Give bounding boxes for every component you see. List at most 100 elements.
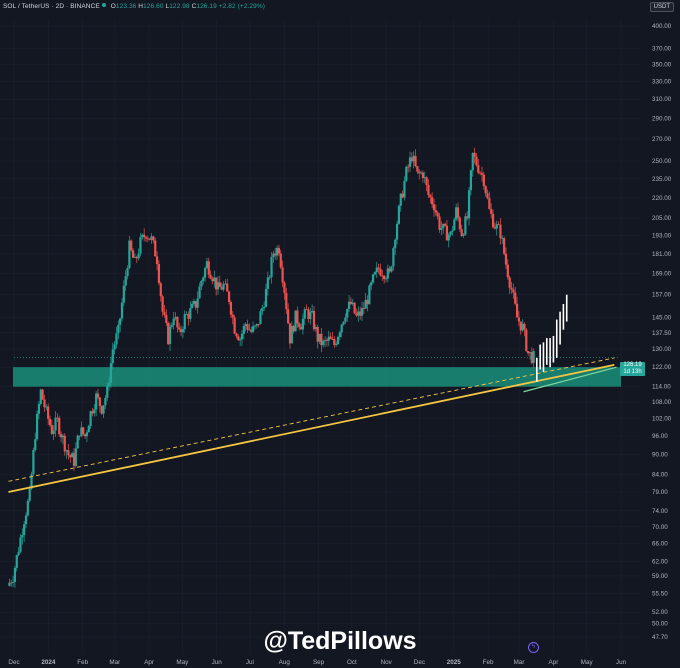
candle-body xyxy=(370,282,373,286)
candle-body xyxy=(135,256,138,259)
candle-body xyxy=(146,238,149,240)
y-tick-label: 370.00 xyxy=(652,45,672,52)
projected-bar xyxy=(555,319,558,358)
price-axis[interactable]: 400.00 370.00 350.00 330.00 310.00 290.00 270.… xyxy=(652,23,672,641)
candle-body xyxy=(122,285,125,303)
candle-body xyxy=(456,207,460,218)
candle-body xyxy=(407,166,410,168)
candle-body xyxy=(148,238,151,240)
candle-body xyxy=(100,406,103,414)
candle-body xyxy=(346,308,349,318)
change-value: +2.82 (+2.29%) xyxy=(218,3,265,10)
candle-body xyxy=(333,339,336,345)
candle-body xyxy=(305,309,308,311)
projected-bars xyxy=(536,294,568,382)
candle-body xyxy=(30,474,33,489)
candle-body xyxy=(368,285,371,305)
projected-bar xyxy=(542,342,545,372)
candle-body xyxy=(340,324,343,333)
candle-body xyxy=(442,223,445,229)
candle-body xyxy=(124,276,127,286)
candle-body xyxy=(514,292,517,304)
candle-body xyxy=(13,567,17,583)
candle-body xyxy=(429,195,432,198)
candle-body xyxy=(71,453,74,458)
candle-body xyxy=(45,406,48,408)
candle-body xyxy=(436,212,439,217)
candle-body xyxy=(207,261,210,275)
candle-body xyxy=(244,324,247,326)
candle-body xyxy=(202,277,205,281)
candle-body xyxy=(8,582,11,586)
candle-body xyxy=(274,253,277,256)
candle-body xyxy=(113,344,116,350)
candle-body xyxy=(161,296,164,312)
candle-body xyxy=(471,152,474,171)
candle-body xyxy=(432,204,436,211)
candle-body xyxy=(165,314,168,323)
candle-body xyxy=(272,253,275,258)
candle-body xyxy=(499,224,502,239)
candle-body xyxy=(449,231,452,235)
candle-body xyxy=(154,240,157,257)
candle-body xyxy=(412,155,415,162)
candle-body xyxy=(141,234,144,238)
candle-body xyxy=(115,333,118,345)
candle-body xyxy=(357,311,360,316)
candle-body xyxy=(58,417,61,435)
candle-body xyxy=(93,409,96,414)
candle-body xyxy=(360,308,364,316)
y-tick-label: 137.50 xyxy=(652,330,672,337)
candle-body xyxy=(484,185,487,194)
candle-body xyxy=(192,301,196,304)
y-tick-label: 145.00 xyxy=(652,315,672,322)
x-tick-label: May xyxy=(176,659,189,666)
candle-body xyxy=(527,351,530,354)
candle-body xyxy=(395,223,399,240)
candle-body xyxy=(26,500,29,516)
candle-body xyxy=(521,323,524,331)
candle-body xyxy=(335,343,338,345)
time-axis[interactable]: Dec 2024 Feb Mar Apr May Jun Jul Aug Sep Oct Nov Dec… xyxy=(8,659,626,666)
candle-body xyxy=(419,172,423,174)
candle-body xyxy=(281,267,284,283)
candle-body xyxy=(183,314,186,330)
candle-body xyxy=(303,309,306,319)
candle-body xyxy=(285,292,288,310)
candle-body xyxy=(279,253,282,268)
candle-body xyxy=(451,230,454,232)
candle-body xyxy=(320,333,323,346)
currency-badge[interactable]: USDT xyxy=(649,2,674,12)
candle-body xyxy=(98,397,101,407)
candle-body xyxy=(74,448,77,467)
candle-body xyxy=(239,339,242,341)
x-tick-label: Dec xyxy=(8,659,19,666)
candle-body xyxy=(253,325,257,327)
y-tick-label: 270.00 xyxy=(652,136,672,143)
candle-body xyxy=(440,228,443,230)
candle-body xyxy=(150,236,153,240)
x-tick-label: Apr xyxy=(144,659,154,666)
candle-body xyxy=(233,317,236,334)
low-value: 122.98 xyxy=(169,3,190,10)
candle-body xyxy=(43,399,46,408)
open-value: 123.36 xyxy=(115,3,137,10)
candle-body xyxy=(309,311,312,319)
candle-body xyxy=(296,310,299,324)
candle-body xyxy=(530,352,533,363)
y-tick-label: 400.00 xyxy=(652,23,672,30)
candle-body xyxy=(34,439,37,451)
candle-body xyxy=(359,311,362,316)
candle-body xyxy=(216,282,220,290)
candle-body xyxy=(418,171,421,174)
y-tick-label: 47.70 xyxy=(652,634,668,641)
y-tick-label: 220.00 xyxy=(652,195,672,202)
status-dot-icon xyxy=(101,3,106,7)
trendline-dashed xyxy=(8,357,615,482)
candle-body xyxy=(482,174,485,186)
candle-body xyxy=(157,264,161,284)
candle-body xyxy=(76,435,79,449)
x-tick-label: 2025 xyxy=(447,659,462,666)
lightning-icon[interactable]: ϟ xyxy=(528,642,539,653)
